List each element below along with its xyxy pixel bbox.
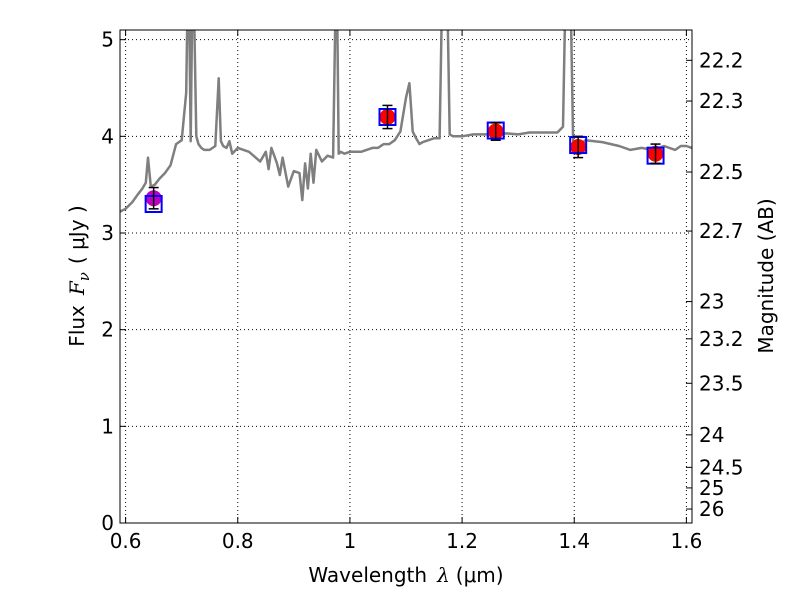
photometry-point <box>486 121 505 141</box>
x-tick-label: 1.2 <box>446 529 478 553</box>
y-axis-label-text: Flux <box>65 305 89 347</box>
photometry-point <box>569 135 588 159</box>
mag-tick-label: 22.7 <box>699 219 744 243</box>
y-tick-label: 5 <box>101 28 114 52</box>
mag-tick-label: 23.2 <box>699 327 744 351</box>
plot-frame <box>119 29 693 524</box>
x-axis-label-text: Wavelength <box>308 563 427 587</box>
photometry-point <box>144 186 163 213</box>
y-axis-subscript: ν <box>75 272 93 281</box>
mag-tick-label: 23.5 <box>699 371 744 395</box>
x-tick-label: 1.4 <box>558 529 590 553</box>
mag-tick-label: 23 <box>699 290 724 314</box>
y-tick-label: 1 <box>101 414 114 438</box>
photometry-point <box>646 143 665 165</box>
x-axis-label: Wavelength λ (μm) <box>308 563 503 587</box>
y-tick-label: 0 <box>101 511 114 535</box>
x-axis-symbol: λ <box>436 563 450 587</box>
mag-tick-label: 22.3 <box>699 89 744 113</box>
y-tick-label: 2 <box>101 318 114 342</box>
model-spectrum-line <box>120 30 692 213</box>
x-tick-label: 1.6 <box>670 529 702 553</box>
x-axis-unit: (μm) <box>456 563 504 587</box>
x-tick-label: 0.8 <box>222 529 254 553</box>
mag-tick-label: 25 <box>699 476 724 500</box>
y-tick-label: 3 <box>101 221 114 245</box>
mag-tick-label: 24 <box>699 423 724 447</box>
data-points <box>144 104 665 213</box>
x-tick-label: 0.6 <box>110 529 142 553</box>
mag-tick-label: 26 <box>699 497 724 521</box>
y-axis-label: Flux Fν ( μJy ) <box>65 205 93 346</box>
y-axis-unit: ( μJy ) <box>65 205 89 264</box>
y-axis-symbol: F <box>65 280 89 296</box>
y-tick-label: 4 <box>101 124 114 148</box>
photometry-point <box>378 104 397 130</box>
model-layer <box>120 30 692 213</box>
axis-ticks: 0.6 0.8 1 1.2 1.4 1.601234522.222.322.522.723… <box>101 28 743 553</box>
mag-tick-label: 22.5 <box>699 160 744 184</box>
mag-tick-label: 22.2 <box>699 48 744 72</box>
mag-tick-label: 24.5 <box>699 455 744 479</box>
right-axis-label: Magnitude (AB) <box>754 198 778 353</box>
x-tick-label: 1 <box>344 529 357 553</box>
